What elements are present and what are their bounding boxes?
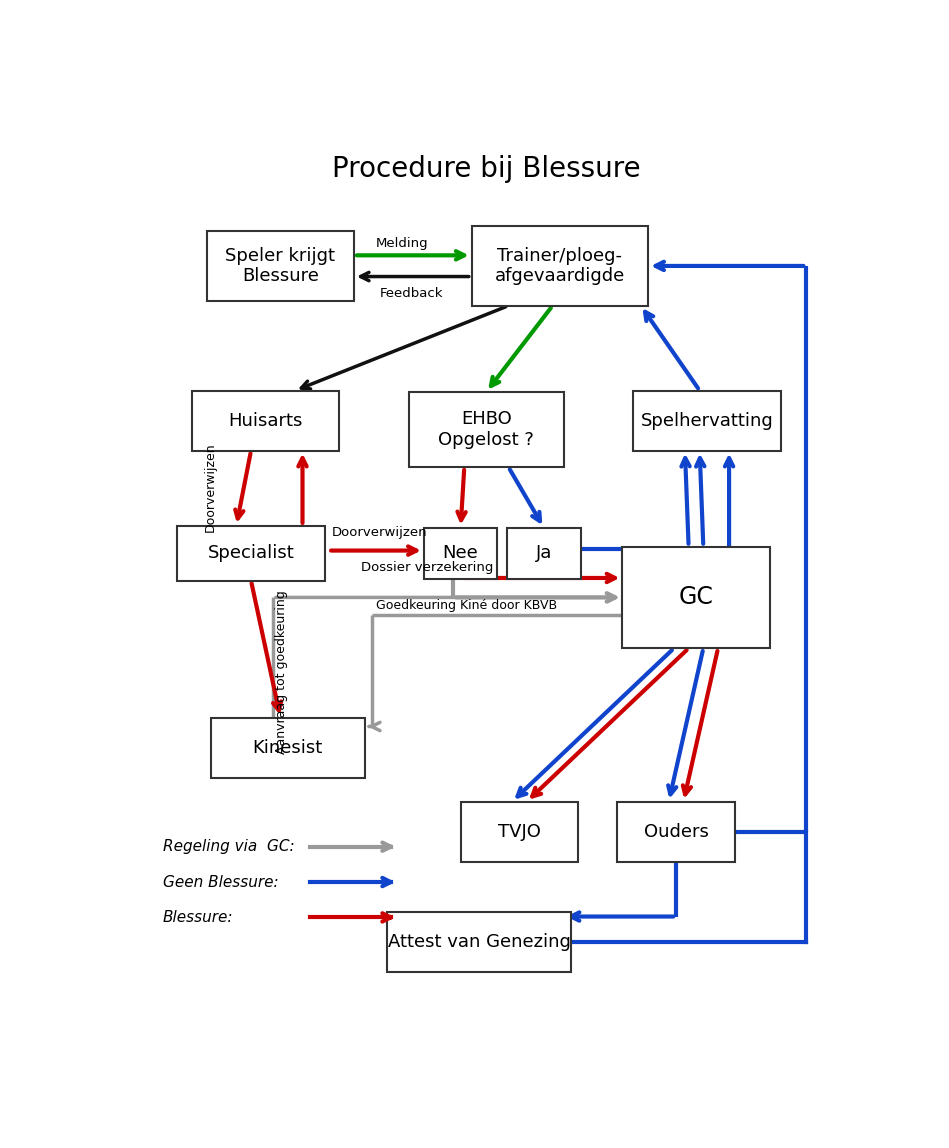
Text: Goedkeuring Kiné door KBVB: Goedkeuring Kiné door KBVB	[376, 598, 557, 612]
FancyBboxPatch shape	[387, 913, 571, 972]
Text: Specialist: Specialist	[208, 544, 294, 563]
Text: Attest van Genezing: Attest van Genezing	[387, 933, 570, 952]
FancyBboxPatch shape	[634, 390, 781, 451]
Text: Ja: Ja	[535, 544, 552, 563]
Text: EHBO
Opgelost ?: EHBO Opgelost ?	[438, 410, 534, 449]
Text: Melding: Melding	[376, 236, 429, 250]
Text: Regeling via  GC:: Regeling via GC:	[163, 839, 294, 854]
Text: Trainer/ploeg-
afgevaardigde: Trainer/ploeg- afgevaardigde	[494, 247, 625, 286]
Text: Dossier verzekering: Dossier verzekering	[362, 560, 493, 574]
FancyBboxPatch shape	[460, 801, 578, 862]
FancyBboxPatch shape	[177, 526, 325, 581]
FancyBboxPatch shape	[623, 546, 770, 649]
FancyBboxPatch shape	[472, 226, 648, 305]
Text: Speler krijgt
Blessure: Speler krijgt Blessure	[226, 247, 335, 286]
Text: GC: GC	[679, 585, 714, 610]
Text: Kinesist: Kinesist	[252, 738, 323, 757]
Text: Procedure bij Blessure: Procedure bij Blessure	[332, 155, 641, 183]
Text: TVJO: TVJO	[498, 823, 541, 840]
Text: Geen Blessure:: Geen Blessure:	[163, 875, 278, 890]
FancyBboxPatch shape	[424, 528, 497, 579]
Text: Huisarts: Huisarts	[229, 412, 303, 429]
FancyBboxPatch shape	[207, 231, 354, 301]
Text: Blessure:: Blessure:	[163, 910, 233, 925]
FancyBboxPatch shape	[409, 391, 564, 467]
Text: Doorverwijzen: Doorverwijzen	[332, 526, 428, 540]
Text: Nee: Nee	[443, 544, 478, 563]
Text: Doorverwijzen: Doorverwijzen	[204, 442, 217, 532]
Text: Aanvraag tot goedkeuring: Aanvraag tot goedkeuring	[275, 591, 288, 754]
FancyBboxPatch shape	[211, 718, 365, 777]
FancyBboxPatch shape	[617, 801, 735, 862]
Text: Ouders: Ouders	[643, 823, 709, 840]
Text: Feedback: Feedback	[380, 287, 443, 300]
FancyBboxPatch shape	[507, 528, 581, 579]
FancyBboxPatch shape	[192, 390, 340, 451]
Text: Spelhervatting: Spelhervatting	[641, 412, 773, 429]
